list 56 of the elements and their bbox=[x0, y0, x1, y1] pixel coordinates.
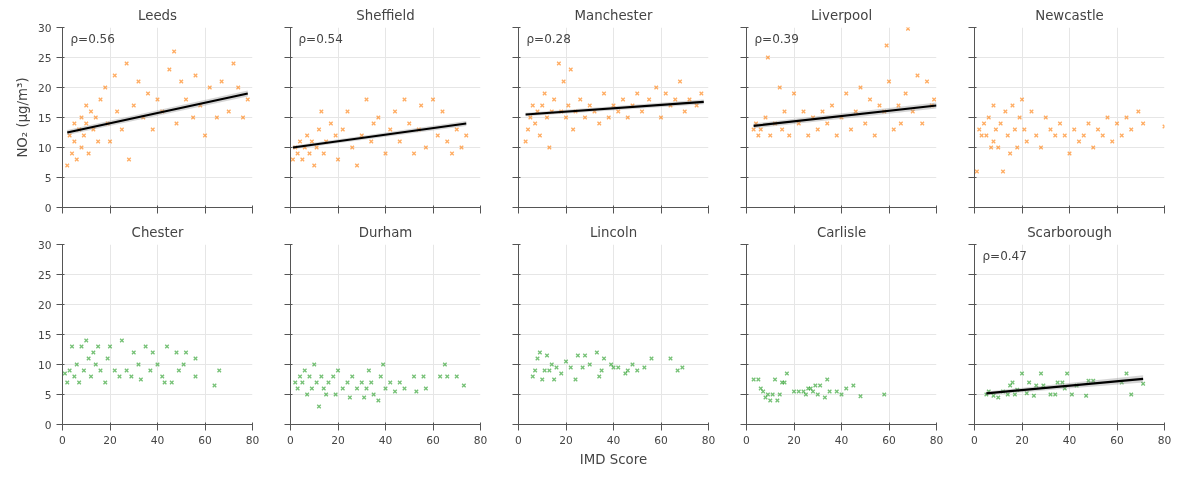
y-tick-label: 10 bbox=[37, 141, 52, 155]
chart-title: Durham bbox=[358, 224, 413, 240]
y-tick-label: 20 bbox=[37, 81, 52, 95]
y-tick-label: 5 bbox=[44, 388, 52, 402]
x-tick-label: 60 bbox=[882, 433, 896, 447]
chart-title: Chester bbox=[131, 224, 184, 240]
chart-title: Scarborough bbox=[1027, 224, 1112, 240]
chart-title: Carlisle bbox=[816, 224, 867, 240]
x-tick-label: 40 bbox=[378, 433, 393, 447]
y-axis-title: NO₂ (µg/m³) bbox=[14, 77, 30, 158]
x-tick-label: 80 bbox=[1157, 433, 1172, 447]
x-tick-label: 40 bbox=[606, 433, 621, 447]
chart-title: Newcastle bbox=[1035, 7, 1104, 23]
x-tick-label: 60 bbox=[426, 433, 440, 447]
x-tick-label: 40 bbox=[150, 433, 165, 447]
x-tick-label: 80 bbox=[245, 433, 260, 447]
x-tick-label: 40 bbox=[1062, 433, 1077, 447]
x-tick-label: 0 bbox=[287, 433, 295, 447]
x-tick-label: 0 bbox=[59, 433, 67, 447]
chart-title: Manchester bbox=[574, 7, 653, 23]
x-tick-label: 20 bbox=[103, 433, 117, 447]
annotation: ρ=0.56 bbox=[70, 31, 115, 46]
x-tick-label: 80 bbox=[701, 433, 716, 447]
x-tick-label: 80 bbox=[929, 433, 944, 447]
y-tick-label: 20 bbox=[37, 298, 52, 312]
x-tick-label: 0 bbox=[743, 433, 751, 447]
annotation: ρ=0.47 bbox=[982, 248, 1027, 263]
chart-title: Lincoln bbox=[589, 224, 638, 240]
x-tick-label: 20 bbox=[1015, 433, 1029, 447]
x-tick-label: 20 bbox=[787, 433, 801, 447]
y-tick-label: 0 bbox=[44, 418, 52, 432]
chart-title: Liverpool bbox=[810, 7, 873, 23]
y-tick-label: 30 bbox=[37, 21, 52, 35]
x-tick-label: 0 bbox=[971, 433, 979, 447]
x-tick-label: 20 bbox=[559, 433, 573, 447]
y-tick-label: 15 bbox=[37, 111, 52, 125]
x-tick-label: 60 bbox=[654, 433, 668, 447]
y-tick-label: 0 bbox=[44, 201, 52, 215]
x-tick-label: 40 bbox=[834, 433, 849, 447]
x-tick-label: 60 bbox=[198, 433, 212, 447]
y-tick-label: 10 bbox=[37, 358, 52, 372]
x-tick-label: 60 bbox=[1110, 433, 1124, 447]
chart-title: Sheffield bbox=[356, 7, 415, 23]
annotation: ρ=0.39 bbox=[754, 31, 799, 46]
x-axis-title: IMD Score bbox=[579, 451, 648, 467]
x-tick-label: 20 bbox=[331, 433, 345, 447]
annotation: ρ=0.54 bbox=[298, 31, 343, 46]
chart-title: Leeds bbox=[138, 7, 178, 23]
y-tick-label: 25 bbox=[37, 268, 52, 282]
y-tick-label: 30 bbox=[37, 238, 52, 252]
y-tick-label: 5 bbox=[44, 171, 52, 185]
annotation: ρ=0.28 bbox=[526, 31, 571, 46]
x-tick-label: 0 bbox=[515, 433, 523, 447]
x-tick-label: 80 bbox=[473, 433, 488, 447]
y-tick-label: 15 bbox=[37, 328, 52, 342]
y-tick-label: 25 bbox=[37, 51, 52, 65]
